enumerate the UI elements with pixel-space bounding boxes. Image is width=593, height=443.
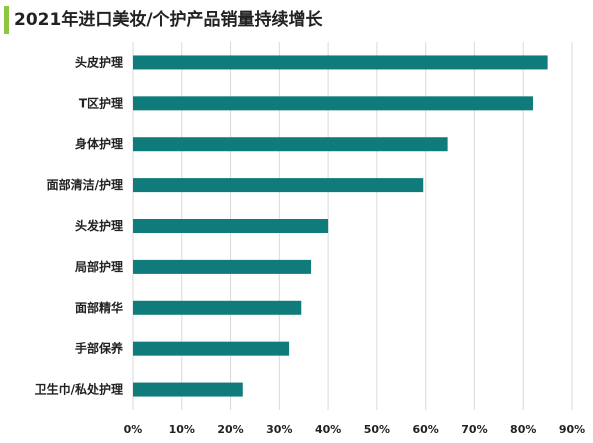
x-tick-label: 40%: [315, 423, 341, 436]
bar: [133, 55, 548, 70]
title-accent-bar: [4, 6, 9, 34]
x-tick-label: 90%: [559, 423, 585, 436]
x-tick-label: 80%: [510, 423, 536, 436]
x-tick-label: 60%: [412, 423, 438, 436]
bar: [133, 300, 302, 315]
category-label: 局部护理: [75, 259, 123, 274]
bar: [133, 341, 290, 356]
bar: [133, 382, 243, 397]
bar: [133, 137, 448, 152]
x-tick-label: 10%: [169, 423, 195, 436]
category-label: 头皮护理: [75, 54, 123, 69]
x-tick-label: 70%: [461, 423, 487, 436]
category-label: 卫生巾/私处护理: [35, 382, 123, 397]
category-label: 头发护理: [75, 218, 123, 233]
bar: [133, 219, 329, 233]
x-tick-label: 20%: [217, 423, 243, 436]
x-tick-label: 50%: [364, 423, 390, 436]
x-tick-label: 30%: [266, 423, 292, 436]
category-label: 身体护理: [75, 136, 123, 151]
bar: [133, 178, 424, 193]
bar: [133, 96, 533, 111]
x-tick-label: 0%: [124, 423, 143, 436]
bar: [133, 259, 312, 274]
category-label: 面部精华: [75, 300, 123, 315]
category-label: 面部清洁/护理: [47, 177, 123, 192]
category-label: T区护理: [79, 95, 123, 110]
chart-title: 2021年进口美妆/个护产品销量持续增长: [14, 10, 323, 30]
category-label: 手部保养: [75, 341, 123, 356]
